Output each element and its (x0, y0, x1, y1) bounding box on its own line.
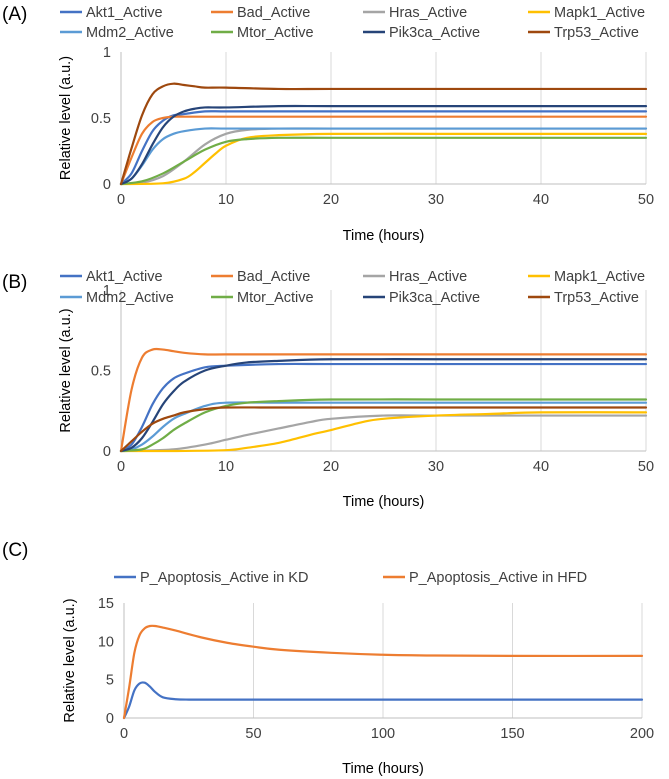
x-tick-label: 0 (117, 192, 125, 208)
panel-label: (A) (2, 4, 27, 25)
x-tick-label: 40 (533, 192, 549, 208)
chart-panel-2: (B) 0 10 20 30 40 50 0 0.5 1 Time (hours) Relative … (2, 269, 654, 510)
series-line-akt1-active (119, 110, 648, 186)
x-tick-label: 50 (638, 459, 654, 475)
legend-label: Akt1_Active (86, 5, 163, 21)
legend-label: Bad_Active (237, 269, 310, 285)
series-line-trp53-active (119, 82, 648, 186)
legend-label: Mtor_Active (237, 290, 314, 306)
legend-label: Trp53_Active (554, 25, 639, 41)
y-tick-label: 0 (103, 444, 111, 460)
series-line-mapk1-active (119, 411, 648, 453)
series-line-hras-active (119, 414, 648, 453)
series-line-p-apoptosis-active-in-hfd (122, 624, 644, 720)
series-line-pik3ca-active (119, 358, 648, 453)
series-line-bad-active (119, 347, 648, 453)
legend-label: Mdm2_Active (86, 25, 174, 41)
y-tick-label: 1 (103, 283, 111, 299)
y-axis-title: Relative level (a.u.) (58, 56, 74, 180)
series-line-mtor-active (119, 136, 648, 186)
panel-label: (C) (2, 540, 28, 561)
series-line-trp53-active (119, 406, 648, 453)
legend-label: P_Apoptosis_Active in HFD (409, 570, 587, 586)
series-line-akt1-active (119, 362, 648, 453)
x-tick-label: 30 (428, 459, 444, 475)
y-tick-label: 15 (98, 596, 114, 612)
series-line-mdm2-active (119, 401, 648, 453)
x-tick-label: 50 (245, 726, 261, 742)
x-tick-label: 50 (638, 192, 654, 208)
x-axis-title: Time (hours) (343, 228, 425, 244)
y-tick-label: 10 (98, 634, 114, 650)
x-axis-title: Time (hours) (342, 761, 424, 777)
chart-panel-1: (A) 0 10 20 30 40 50 0 0.5 1 Time (hours) Relative … (2, 4, 654, 244)
legend-label: Mtor_Active (237, 25, 314, 41)
legend-label: Pik3ca_Active (389, 25, 480, 41)
legend-label: P_Apoptosis_Active in KD (140, 570, 308, 586)
x-tick-label: 10 (218, 459, 234, 475)
series-line-mtor-active (119, 398, 648, 453)
series-line-mapk1-active (119, 132, 648, 186)
y-tick-label: 0.5 (91, 111, 111, 127)
panel-label: (B) (2, 272, 27, 293)
x-axis-title: Time (hours) (343, 494, 425, 510)
x-tick-label: 200 (630, 726, 654, 742)
legend-label: Mdm2_Active (86, 290, 174, 306)
legend-label: Akt1_Active (86, 269, 163, 285)
x-tick-label: 30 (428, 192, 444, 208)
y-axis-title: Relative level (a.u.) (58, 308, 74, 432)
legend-label: Mapk1_Active (554, 5, 645, 21)
x-tick-label: 20 (323, 459, 339, 475)
y-tick-label: 5 (106, 673, 114, 689)
legend-label: Bad_Active (237, 5, 310, 21)
legend-label: Hras_Active (389, 5, 467, 21)
x-tick-label: 150 (500, 726, 524, 742)
chart-panel-3: (C) 0 50 100 150 200 0 5 10 15 Time (hours) Relativ… (2, 540, 654, 777)
x-tick-label: 10 (218, 192, 234, 208)
x-tick-label: 100 (371, 726, 395, 742)
y-tick-label: 0 (106, 711, 114, 727)
legend-label: Pik3ca_Active (389, 290, 480, 306)
x-tick-label: 0 (117, 459, 125, 475)
legend-label: Hras_Active (389, 269, 467, 285)
legend-label: Trp53_Active (554, 290, 639, 306)
y-axis-title: Relative level (a.u.) (62, 598, 78, 722)
x-tick-label: 0 (120, 726, 128, 742)
series-line-bad-active (119, 115, 648, 186)
x-tick-label: 40 (533, 459, 549, 475)
legend-label: Mapk1_Active (554, 269, 645, 285)
series-line-p-apoptosis-active-in-kd (122, 681, 644, 720)
series-line-pik3ca-active (119, 104, 648, 186)
y-tick-label: 1 (103, 45, 111, 61)
y-tick-label: 0.5 (91, 364, 111, 380)
x-tick-label: 20 (323, 192, 339, 208)
y-tick-label: 0 (103, 177, 111, 193)
